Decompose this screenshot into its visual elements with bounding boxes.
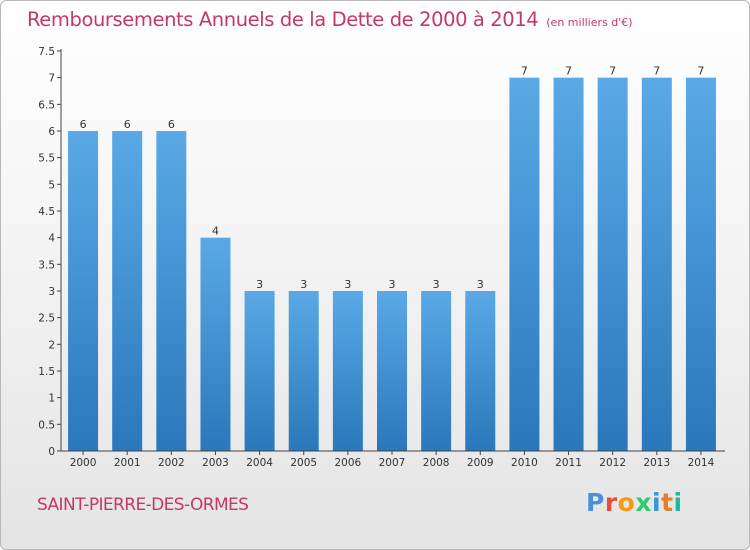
- data-label-2011: 7: [565, 65, 572, 78]
- bar-2002: [156, 131, 187, 451]
- data-label-2001: 6: [124, 118, 131, 131]
- logo-letter: i: [652, 488, 662, 517]
- chart-title: Remboursements Annuels de la Dette de 20…: [27, 8, 633, 31]
- y-tick-label-1.5: 1.5: [38, 366, 55, 378]
- x-tick-label-2010: 2010: [511, 457, 538, 469]
- x-tick-label-2008: 2008: [423, 457, 450, 469]
- y-tick-label-6.5: 6.5: [38, 99, 55, 111]
- x-tick-label-2006: 2006: [334, 457, 361, 469]
- x-tick-label-2013: 2013: [643, 457, 670, 469]
- y-tick-label-6: 6: [48, 126, 55, 138]
- x-tick-label-2000: 2000: [70, 457, 97, 469]
- bar-2005: [288, 291, 319, 451]
- data-label-2009: 3: [477, 278, 484, 291]
- data-label-2007: 3: [389, 278, 396, 291]
- y-tick-label-5.5: 5.5: [38, 153, 55, 165]
- bar-2011: [553, 77, 584, 452]
- data-label-2008: 3: [433, 278, 440, 291]
- x-tick-label-2012: 2012: [599, 457, 626, 469]
- y-tick-label-2.5: 2.5: [38, 313, 55, 325]
- data-label-2003: 4: [212, 225, 219, 238]
- y-tick-label-7.5: 7.5: [38, 46, 55, 58]
- data-label-2006: 3: [344, 278, 351, 291]
- chart-title-text: Remboursements Annuels de la Dette de 20…: [27, 8, 539, 31]
- y-tick-label-5: 5: [48, 179, 55, 191]
- y-tick-label-3.5: 3.5: [38, 259, 55, 271]
- bar-2008: [421, 291, 452, 451]
- logo-letter: o: [617, 488, 636, 517]
- bar-2003: [200, 237, 231, 451]
- bar-2014: [685, 77, 716, 452]
- data-label-2005: 3: [300, 278, 307, 291]
- x-tick-label-2009: 2009: [467, 457, 494, 469]
- x-tick-label-2014: 2014: [688, 457, 715, 469]
- x-tick-label-2001: 2001: [114, 457, 141, 469]
- logo-letter: r: [604, 488, 618, 517]
- x-tick-label-2002: 2002: [158, 457, 185, 469]
- bar-2001: [112, 131, 143, 451]
- y-tick-label-4: 4: [48, 233, 55, 245]
- chart-unit-label: (en milliers d'€): [546, 16, 633, 29]
- logo-letter: t: [661, 488, 674, 517]
- bar-2009: [465, 291, 496, 451]
- bar-2004: [244, 291, 275, 451]
- bar-2013: [641, 77, 672, 452]
- logo-letter: i: [673, 488, 683, 517]
- bar-2007: [377, 291, 407, 451]
- x-tick-label-2004: 2004: [246, 457, 273, 469]
- data-label-2014: 7: [697, 65, 704, 78]
- logo-letter: P: [586, 488, 605, 517]
- y-tick-label-7: 7: [48, 73, 55, 85]
- x-tick-label-2011: 2011: [555, 457, 582, 469]
- data-label-2012: 7: [609, 65, 616, 78]
- commune-name: SAINT-PIERRE-DES-ORMES: [37, 495, 249, 515]
- y-tick-label-4.5: 4.5: [38, 206, 55, 218]
- y-tick-label-0: 0: [48, 446, 55, 458]
- proxiti-logo: Proxiti: [586, 488, 683, 517]
- y-tick-label-1: 1: [48, 393, 55, 405]
- y-tick-label-0.5: 0.5: [38, 419, 55, 431]
- data-label-2002: 6: [168, 118, 175, 131]
- data-label-2000: 6: [80, 118, 87, 131]
- logo-letter: x: [635, 488, 652, 517]
- x-tick-label-2007: 2007: [379, 457, 406, 469]
- x-tick-label-2003: 2003: [202, 457, 229, 469]
- data-label-2013: 7: [653, 65, 660, 78]
- x-tick-label-2005: 2005: [290, 457, 317, 469]
- data-label-2010: 7: [521, 65, 528, 78]
- bar-2006: [332, 291, 363, 451]
- bar-2010: [509, 77, 540, 452]
- bar-2012: [597, 77, 628, 452]
- bar-2000: [68, 131, 99, 451]
- y-tick-label-2: 2: [48, 339, 55, 351]
- data-label-2004: 3: [256, 278, 263, 291]
- y-tick-label-3: 3: [48, 286, 55, 298]
